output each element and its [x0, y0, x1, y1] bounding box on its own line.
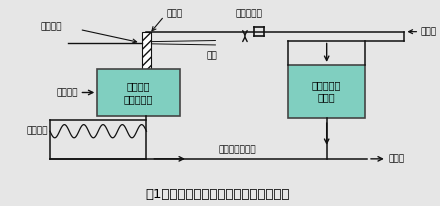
Text: パイロット
バルブ: パイロット バルブ: [312, 80, 341, 103]
FancyBboxPatch shape: [288, 65, 365, 118]
Polygon shape: [142, 32, 151, 69]
Text: ベローズ: ベローズ: [26, 127, 48, 136]
Text: フラッパ: フラッパ: [40, 23, 62, 32]
Text: ノズル: ノズル: [166, 9, 182, 19]
Text: 図1　力平衡方式電空変換器の動作原理: 図1 力平衡方式電空変換器の動作原理: [145, 188, 290, 201]
Text: 背圧: 背圧: [206, 52, 217, 61]
Text: 入力信号: 入力信号: [56, 88, 77, 97]
Text: オリフィス: オリフィス: [235, 9, 262, 19]
Text: フラッパ
駆動コイル: フラッパ 駆動コイル: [124, 81, 153, 104]
Text: フィードバック: フィードバック: [218, 145, 256, 154]
Text: 給気圧: 給気圧: [420, 27, 436, 36]
FancyBboxPatch shape: [97, 69, 180, 116]
Text: 出力圧: 出力圧: [389, 154, 405, 163]
